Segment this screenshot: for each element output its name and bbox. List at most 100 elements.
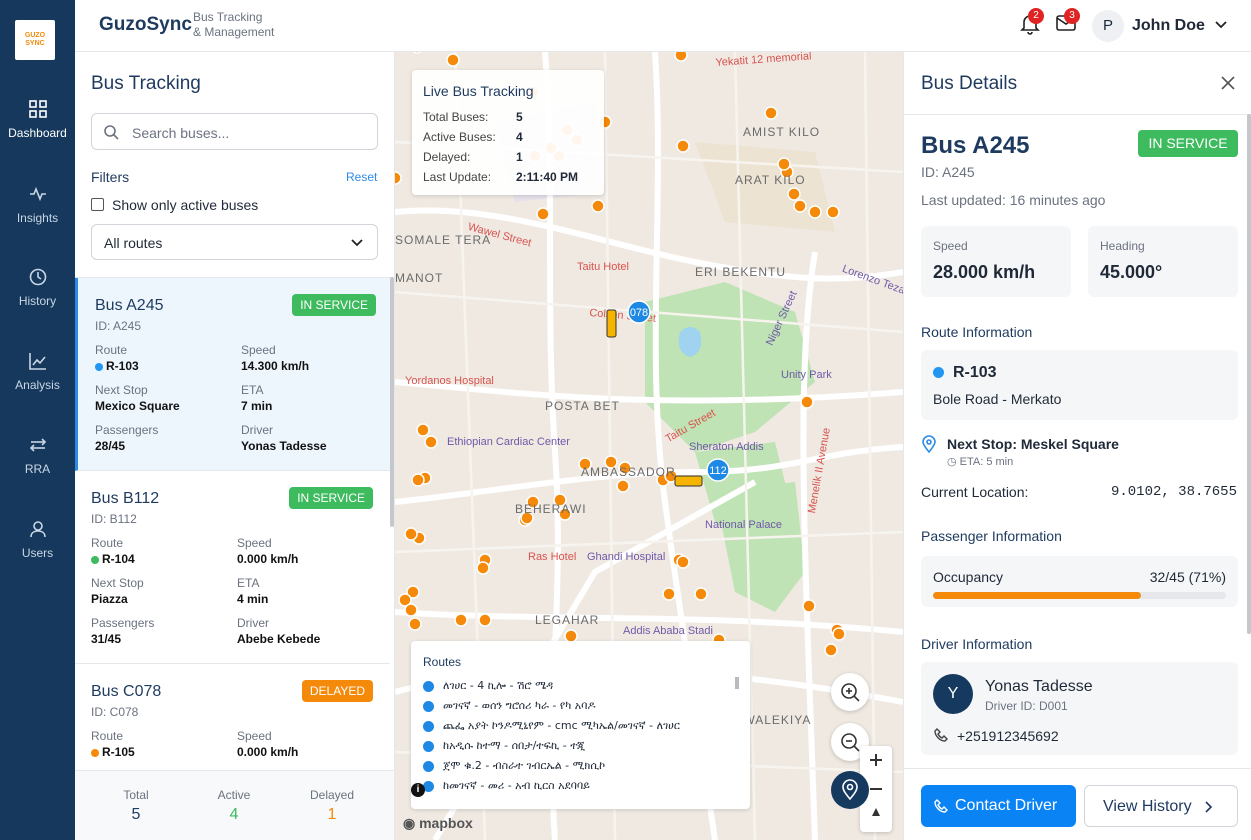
close-button[interactable] <box>1221 76 1235 90</box>
bus-cards: Bus A245 ID: A245 IN SERVICE Route R-103 Spee… <box>75 277 394 770</box>
map-dot <box>793 199 807 213</box>
logo-text: GUZO SYNC <box>24 32 46 47</box>
map-dot <box>398 593 412 607</box>
last-updated: Last updated: 16 minutes ago <box>921 192 1106 208</box>
map[interactable]: Yekatit 12 memorial AMIST KILO ARAT KILO Wa… <box>395 52 903 840</box>
field-value: Abebe Kebede <box>237 632 321 646</box>
field-value: R-105 <box>102 745 135 759</box>
filters-label: Filters <box>91 169 130 185</box>
avatar[interactable]: P <box>1092 10 1124 42</box>
map-dot <box>674 52 688 62</box>
field-value: 0.000 km/h <box>237 745 299 759</box>
map-dot <box>553 493 567 507</box>
contact-button[interactable]: Contact Driver <box>921 785 1076 827</box>
bus-card[interactable]: Bus A245 ID: A245 IN SERVICE Route R-103 Spee… <box>75 278 390 471</box>
map-label: ERI BEKENTU <box>695 265 786 279</box>
map-label: AMBASSADOR <box>581 465 676 479</box>
nav-item[interactable]: Analysis <box>0 352 75 392</box>
field-label: ETA <box>241 383 264 397</box>
bus-marker <box>706 458 730 482</box>
bus-icon <box>674 475 703 487</box>
metric-value: 45.000° <box>1100 262 1163 282</box>
nav-item[interactable]: RRA <box>0 436 75 476</box>
route-card: R-103 Bole Road - Merkato <box>921 350 1238 420</box>
pin-icon <box>922 435 936 453</box>
nav-label: Users <box>21 546 54 560</box>
map-label: LEGAHAR <box>535 613 599 627</box>
field-label: Speed <box>241 343 276 357</box>
driver-card: Y Yonas Tadesse Driver ID: D001 +2519123… <box>921 662 1238 755</box>
next-stop: Next Stop: Meskel Square <box>947 436 1119 452</box>
reset-link[interactable]: Reset <box>346 170 378 184</box>
map-dot <box>406 585 420 599</box>
progress-track <box>933 592 1226 599</box>
route-dot <box>423 721 434 732</box>
map-dot <box>777 157 791 171</box>
field-label: Next Stop <box>91 576 144 590</box>
info-icon[interactable]: i <box>411 783 425 797</box>
map-label: Ethiopian Cardiac Center <box>447 436 570 448</box>
map-label: MANOT <box>395 271 443 285</box>
live-tracking-panel: Live Bus Tracking Total Buses: 5 Active Bu… <box>412 70 604 195</box>
summary-bar: Total 5 Active 4 Delayed 1 <box>75 770 394 840</box>
driver-avatar: Y <box>933 674 973 714</box>
legend-title: Routes <box>423 655 462 669</box>
field-label: Driver <box>241 423 273 437</box>
live-title: Live Bus Tracking <box>423 83 534 99</box>
map-dot <box>787 187 801 201</box>
live-label: Last Update: <box>423 170 492 184</box>
checkbox[interactable] <box>91 198 104 211</box>
map-label: Addis Ababa Stadi <box>623 625 713 637</box>
locate-button[interactable] <box>831 771 869 809</box>
field-label: Route <box>95 343 128 357</box>
history-button[interactable]: View History <box>1084 785 1238 827</box>
nav-item[interactable]: Users <box>0 520 75 560</box>
chevron[interactable] <box>1215 20 1227 30</box>
map-dot <box>476 561 490 575</box>
user-name[interactable]: John Doe <box>1132 17 1205 34</box>
status-badge: IN SERVICE <box>1138 130 1238 157</box>
live-value: 4 <box>516 130 523 144</box>
bus-card[interactable]: Bus C078 ID: C078 DELAYED Route R-105 Speed 0.… <box>75 664 390 770</box>
route-name: ከአዲሱ ከተማ - ሰበታ/ተፍኪ - ተጂ <box>443 739 586 752</box>
live-label: Active Buses: <box>423 130 496 144</box>
route-name: Bole Road - Merkato <box>933 391 1062 407</box>
map-label: Ghandi Hospital <box>587 551 665 563</box>
map-dot <box>824 643 838 657</box>
nav-item[interactable]: Insights <box>0 185 75 225</box>
map-label: Yekatit 12 memorial <box>715 52 812 69</box>
metric-label: Heading <box>1100 239 1145 253</box>
zoom-in[interactable] <box>831 673 869 711</box>
field-label: Route <box>91 729 124 743</box>
field-value: Piazza <box>91 592 128 606</box>
panel-title: Bus Details <box>921 73 1018 94</box>
map-label: AMIST KILO <box>743 125 820 139</box>
route-select[interactable]: All routes <box>91 224 378 260</box>
nav-label: RRA <box>24 462 51 476</box>
nav-label: History <box>18 294 57 308</box>
summary-label: Total <box>123 788 149 802</box>
map-dot <box>446 53 460 67</box>
map-dot <box>424 435 438 449</box>
search-box[interactable]: Search buses... <box>91 113 378 150</box>
map-dot <box>536 207 550 221</box>
field-value: R-104 <box>102 552 135 566</box>
select-value: All routes <box>104 235 163 251</box>
speed-card: Speed 28.000 km/h <box>921 226 1071 297</box>
map-label: National Palace <box>705 519 782 531</box>
field-value: Yonas Tadesse <box>241 439 327 453</box>
bus-marker-label: 078 <box>630 307 648 319</box>
field-label: Driver <box>237 616 269 630</box>
map-dot <box>411 473 425 487</box>
driver-name: Yonas Tadesse <box>985 678 1093 695</box>
subtitle-line: Bus Tracking <box>193 10 263 24</box>
map-label: SOMALE TERA <box>395 233 491 247</box>
panel-title: Bus Tracking <box>91 73 201 94</box>
nav-label: Analysis <box>15 378 60 392</box>
map-label: Yordanos Hospital <box>405 375 494 387</box>
nav-item[interactable]: History <box>0 268 75 308</box>
route-name: ጨፌ አያት ኮንዶሚኒየም - cmc ሚካኤል/መገናኛ - ለገሀር <box>443 719 680 732</box>
bus-card[interactable]: Bus B112 ID: B112 IN SERVICE Route R-104 Spee… <box>75 471 390 664</box>
nav-item[interactable]: Dashboard <box>0 100 75 140</box>
